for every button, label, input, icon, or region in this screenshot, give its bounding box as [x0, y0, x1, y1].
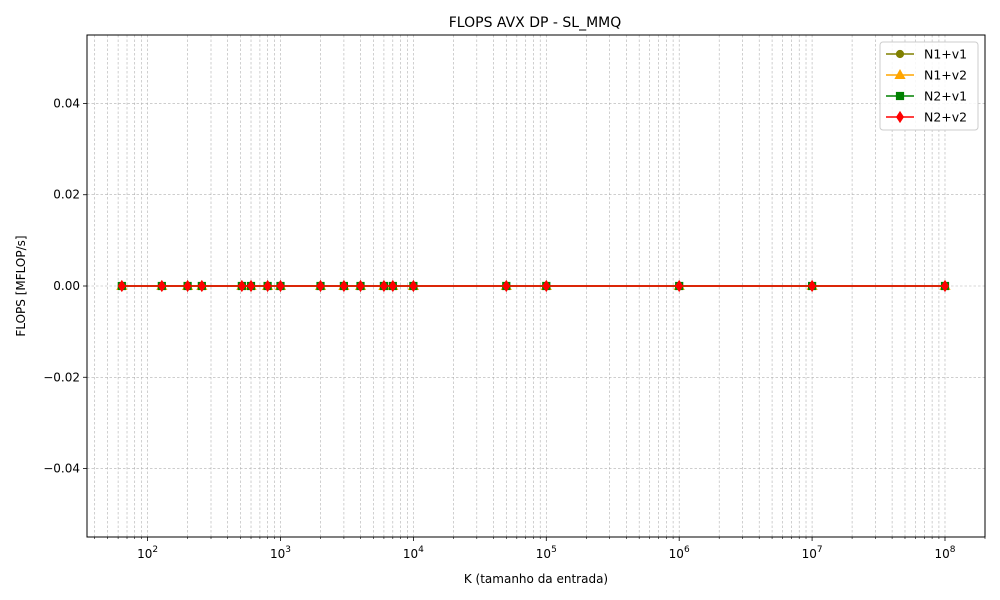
y-axis-label: FLOPS [MFLOP/s]: [14, 235, 28, 336]
y-axis: 0.04 0.02 0.00 −0.02 −0.04: [43, 96, 87, 476]
x-tick-label: 103: [270, 545, 291, 561]
data-point: [183, 279, 192, 293]
data-point: [675, 279, 684, 293]
data-point: [316, 279, 325, 293]
legend-item: N2+v1: [886, 89, 967, 104]
data-point: [339, 279, 348, 293]
y-tick-label: −0.04: [43, 462, 80, 476]
x-tick-label: 102: [137, 545, 158, 561]
legend-item: N1+v2: [886, 68, 967, 83]
x-tick-label: 106: [669, 545, 690, 561]
x-axis: 102 103 104 105 106 107 108: [94, 537, 986, 561]
legend-label: N1+v2: [924, 68, 967, 83]
y-tick-label: 0.04: [53, 96, 80, 110]
legend-marker: [894, 68, 906, 79]
legend-item: N1+v1: [886, 47, 967, 62]
data-point: [157, 279, 166, 293]
data-point: [409, 279, 418, 293]
x-tick-label: 107: [802, 545, 823, 561]
y-tick-label: −0.02: [43, 370, 80, 384]
data-point: [388, 279, 397, 293]
legend-marker: [895, 91, 905, 101]
data-point: [117, 279, 126, 293]
legend: N1+v1 N1+v2 N2+v1 N2+v2: [879, 41, 979, 131]
data-point: [542, 279, 551, 293]
series-N2+v2: [117, 279, 949, 293]
data-point: [940, 279, 949, 293]
y-tick-label: 0.02: [53, 188, 80, 202]
data-point: [356, 279, 365, 293]
data-point: [502, 279, 511, 293]
x-tick-label: 108: [934, 545, 955, 561]
y-tick-label: 0.00: [53, 279, 80, 293]
x-tick-label: 104: [403, 545, 424, 561]
data-point: [197, 279, 206, 293]
legend-marker: [896, 110, 904, 124]
data-point: [263, 279, 272, 293]
data-point: [379, 279, 388, 293]
data-point: [276, 279, 285, 293]
data-point: [237, 279, 246, 293]
chart-title: FLOPS AVX DP - SL_MMQ: [449, 15, 622, 31]
series-layer: [116, 279, 951, 293]
legend-item: N2+v2: [886, 110, 967, 125]
x-tick-label: 105: [536, 545, 557, 561]
legend-label: N2+v1: [924, 89, 967, 104]
legend-label: N2+v2: [924, 110, 967, 125]
data-point: [808, 279, 817, 293]
data-point: [247, 279, 256, 293]
legend-marker: [895, 49, 905, 59]
x-axis-label: K (tamanho da entrada): [464, 572, 608, 586]
legend-box: [879, 41, 979, 131]
legend-label: N1+v1: [924, 47, 967, 62]
